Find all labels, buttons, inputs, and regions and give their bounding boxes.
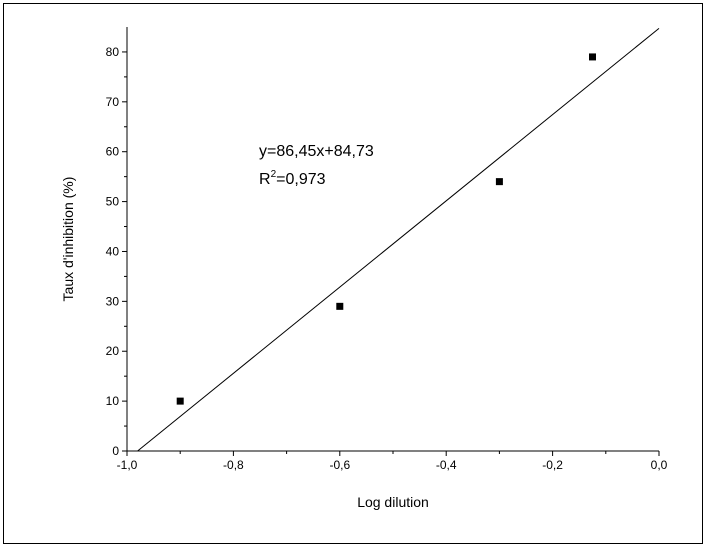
y-tick-label: 20 xyxy=(106,344,120,358)
y-tick-label: 10 xyxy=(106,394,120,408)
data-points xyxy=(176,53,596,405)
x-tick-label: -1,0 xyxy=(117,458,138,472)
chart-labels: Log dilution Taux d'inhibition (%) y=86,… xyxy=(60,143,429,510)
data-point xyxy=(176,397,184,405)
x-tick-label: -0,2 xyxy=(542,458,563,472)
x-tick-label: -0,4 xyxy=(436,458,457,472)
fit-line-group xyxy=(137,27,660,452)
x-tick-label: -0,6 xyxy=(329,458,350,472)
y-tick-label: 50 xyxy=(106,195,120,209)
data-point xyxy=(495,178,503,186)
r-squared-annotation: R2=0,973 xyxy=(259,169,326,188)
y-tick-label: 0 xyxy=(112,444,119,458)
chart-frame xyxy=(3,3,703,544)
y-tick-label: 30 xyxy=(106,294,120,308)
y-tick-label: 80 xyxy=(106,45,120,59)
r2-prefix: R xyxy=(259,171,271,188)
x-axis-label: Log dilution xyxy=(357,494,429,510)
axes: -1,0 -0,8 -0,6 -0,4 -0,2 0,0 0 10 20 30 40 50 60 70 80 xyxy=(106,27,668,472)
y-axis-label: Taux d'inhibition (%) xyxy=(60,177,76,302)
regression-equation: y=86,45x+84,73 xyxy=(259,143,374,160)
r2-superscript: 2 xyxy=(271,169,277,180)
data-point xyxy=(589,53,596,61)
y-tick-label: 70 xyxy=(106,95,120,109)
x-tick-label: -0,8 xyxy=(223,458,244,472)
r2-value: =0,973 xyxy=(276,171,325,188)
x-tick-label: 0,0 xyxy=(651,458,668,472)
regression-line xyxy=(137,27,660,452)
y-tick-label: 40 xyxy=(106,244,120,258)
y-tick-label: 60 xyxy=(106,145,120,159)
data-point xyxy=(336,302,344,310)
